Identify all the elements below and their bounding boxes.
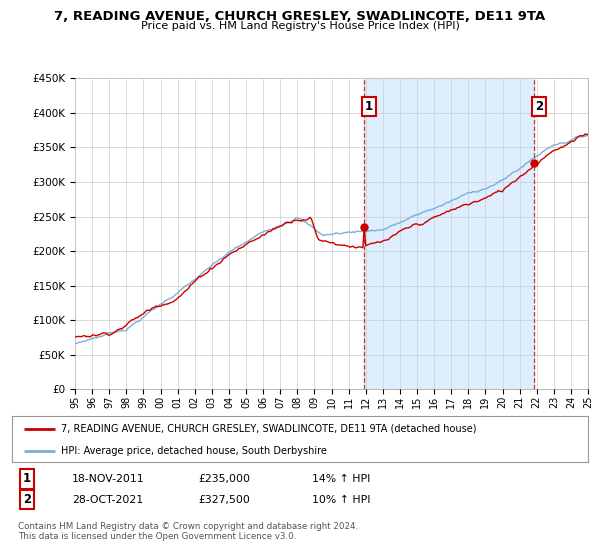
Text: Contains HM Land Registry data © Crown copyright and database right 2024.
This d: Contains HM Land Registry data © Crown c… (18, 522, 358, 542)
Text: 7, READING AVENUE, CHURCH GRESLEY, SWADLINCOTE, DE11 9TA (detached house): 7, READING AVENUE, CHURCH GRESLEY, SWADL… (61, 424, 476, 434)
Text: £327,500: £327,500 (198, 494, 250, 505)
Text: HPI: Average price, detached house, South Derbyshire: HPI: Average price, detached house, Sout… (61, 446, 327, 455)
Text: 1: 1 (23, 472, 31, 486)
Text: 18-NOV-2011: 18-NOV-2011 (72, 474, 145, 484)
Text: 7, READING AVENUE, CHURCH GRESLEY, SWADLINCOTE, DE11 9TA: 7, READING AVENUE, CHURCH GRESLEY, SWADL… (55, 10, 545, 23)
Text: £235,000: £235,000 (198, 474, 250, 484)
Text: 14% ↑ HPI: 14% ↑ HPI (312, 474, 370, 484)
Text: 10% ↑ HPI: 10% ↑ HPI (312, 494, 371, 505)
Text: 2: 2 (23, 493, 31, 506)
Text: 2: 2 (535, 100, 543, 113)
Text: 28-OCT-2021: 28-OCT-2021 (72, 494, 143, 505)
Bar (364, 78, 534, 389)
Text: Price paid vs. HM Land Registry's House Price Index (HPI): Price paid vs. HM Land Registry's House … (140, 21, 460, 31)
Text: 1: 1 (365, 100, 373, 113)
